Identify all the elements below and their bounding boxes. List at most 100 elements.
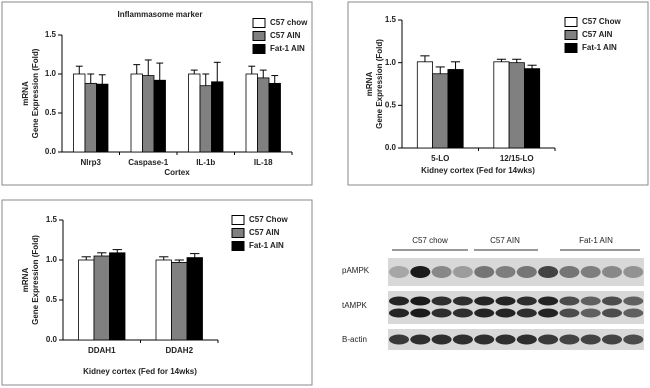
- legend-label: C57 Chow: [582, 17, 621, 26]
- blot-band: [452, 334, 473, 345]
- blot-band: [452, 308, 473, 318]
- x-axis-label: Kidney cortex (Fed for 14wks): [421, 166, 535, 175]
- blot-band: [474, 296, 495, 306]
- legend-label: Fat-1 AIN: [249, 241, 284, 250]
- blot-band: [623, 308, 644, 318]
- blot-band: [495, 296, 516, 306]
- y-tick-label: 0.0: [45, 147, 57, 156]
- bar: [188, 73, 201, 153]
- blot-row-label: pAMPK: [342, 266, 370, 275]
- panel-border: [1, 199, 313, 386]
- x-tick-label: IL-1b: [196, 158, 215, 167]
- blot-band: [431, 308, 452, 318]
- bar: [199, 85, 212, 153]
- bar: [96, 83, 109, 153]
- bar: [268, 82, 281, 153]
- blot-band: [431, 266, 452, 278]
- y-axis-label: mRNAGene Expression (Fold): [21, 48, 40, 138]
- legend-label: C57 AIN: [249, 228, 280, 237]
- bar: [155, 259, 172, 341]
- x-tick-label: 12/15-LO: [500, 154, 534, 163]
- blot-strip: [388, 258, 644, 286]
- blot-band: [410, 296, 431, 306]
- y-axis-label: mRNAGene Expression (Fold): [21, 235, 40, 325]
- x-axis-label: Kidney cortex (Fed for 14wks): [83, 367, 197, 376]
- blot-band: [538, 308, 559, 318]
- bar: [447, 69, 464, 149]
- blot-band: [516, 266, 537, 278]
- panel-border: [347, 1, 649, 186]
- blot-band: [538, 296, 559, 306]
- legend-swatch: [564, 43, 578, 53]
- blot-band: [410, 334, 431, 345]
- chart-title: Inflammasome marker: [118, 10, 203, 19]
- legend-label: C57 Chow: [249, 215, 288, 224]
- y-tick-label: 0.0: [385, 143, 397, 152]
- blot-row-label: tAMPK: [342, 301, 368, 310]
- legend-label: C57 chow: [270, 18, 308, 27]
- blot-band: [516, 296, 537, 306]
- y-axis-label: mRNAGene Expression (Fold): [365, 39, 384, 129]
- blot-band: [559, 334, 580, 345]
- legend-swatch: [564, 30, 578, 40]
- legend-swatch: [252, 18, 266, 28]
- blot-row-label: B-actin: [342, 335, 367, 344]
- blot-band: [516, 334, 537, 345]
- blot-band: [495, 266, 516, 278]
- bar: [493, 61, 510, 149]
- bar: [432, 73, 449, 149]
- blot-band: [389, 334, 409, 345]
- x-tick-label: IL-18: [254, 158, 273, 167]
- bar: [186, 257, 203, 341]
- bar: [130, 73, 143, 153]
- y-label-line: Gene Expression (Fold): [31, 48, 40, 138]
- blot-strip: [388, 291, 644, 324]
- bar: [84, 82, 97, 153]
- bar: [245, 73, 258, 153]
- y-tick-label: 1.0: [46, 255, 58, 264]
- bar: [508, 62, 525, 149]
- blot-band: [452, 266, 473, 278]
- x-tick-label: DDAH2: [165, 346, 193, 355]
- legend-swatch: [231, 241, 245, 251]
- blot-group: C57 chow: [412, 236, 448, 245]
- panel-border: [1, 1, 313, 186]
- blot-band: [389, 266, 409, 278]
- blot-strip: [388, 329, 644, 350]
- legend-swatch: [252, 44, 266, 54]
- blot-band: [389, 308, 409, 318]
- blot-band: [559, 296, 580, 306]
- legend-swatch: [231, 228, 245, 238]
- blot-band: [580, 296, 601, 306]
- blot-band: [495, 308, 516, 318]
- blot-band: [452, 296, 473, 306]
- blot-band: [410, 266, 431, 278]
- blot-band: [602, 296, 622, 306]
- blot-group: C57 AIN: [490, 236, 520, 245]
- bar: [93, 255, 110, 341]
- blot-band: [389, 296, 409, 306]
- y-tick-label: 0.5: [46, 295, 58, 304]
- blot-band: [538, 266, 559, 278]
- y-tick-label: 0.5: [45, 108, 57, 117]
- bar: [142, 75, 155, 153]
- western-blot: C57 chow C57 AIN Fat-1 AIN pAMPK tAMPK B…: [342, 236, 644, 350]
- y-tick-label: 1.5: [45, 30, 57, 39]
- y-tick-label: 1.0: [45, 69, 57, 78]
- y-label-line: Gene Expression (Fold): [31, 235, 40, 325]
- blot-band: [580, 266, 601, 278]
- y-tick-label: 1.5: [385, 15, 397, 24]
- y-label-line: mRNA: [365, 72, 374, 97]
- legend-swatch: [231, 215, 245, 225]
- y-tick-label: 0.0: [46, 335, 58, 344]
- bar: [416, 61, 433, 149]
- blot-group: Fat-1 AIN: [579, 236, 613, 245]
- blot-band: [474, 266, 495, 278]
- y-tick-label: 1.5: [46, 215, 58, 224]
- blot-band: [495, 334, 516, 345]
- bar: [73, 73, 86, 153]
- blot-band: [602, 308, 622, 318]
- bar: [78, 259, 95, 341]
- blot-band: [474, 308, 495, 318]
